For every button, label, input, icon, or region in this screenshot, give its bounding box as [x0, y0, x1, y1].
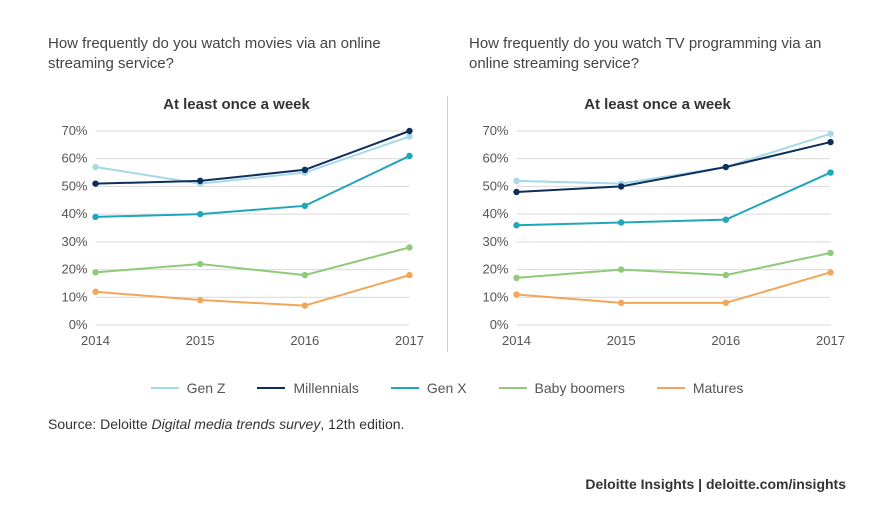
series-marker-millennial — [513, 189, 519, 195]
legend-item-genz: Gen Z — [151, 380, 226, 396]
series-marker-genx — [302, 203, 308, 209]
series-marker-millennial — [302, 167, 308, 173]
series-marker-millennial — [92, 180, 98, 186]
svg-text:70%: 70% — [482, 123, 508, 138]
svg-text:2016: 2016 — [711, 333, 740, 348]
svg-text:50%: 50% — [61, 178, 87, 193]
series-line-genx — [517, 173, 831, 226]
series-marker-millennial — [406, 128, 412, 134]
series-marker-millennial — [197, 178, 203, 184]
series-marker-genz — [513, 178, 519, 184]
plot-movies: 0% 10% 20% 30% 40% 50% 60% 70% 2014 2015 2016 2017 — [48, 123, 425, 353]
subtitle-tv: At least once a week — [469, 96, 846, 113]
series-marker-matures — [92, 289, 98, 295]
legend-item-millennial: Millennials — [257, 380, 358, 396]
series-line-boomers — [96, 247, 410, 275]
legend-swatch-boomers — [499, 387, 527, 389]
plot-tv: 0% 10% 20% 30% 40% 50% 60% 70% 2014 2015 2016 2017 — [469, 123, 846, 353]
series-marker-genx — [723, 216, 729, 222]
attribution: Deloitte Insights | deloitte.com/insight… — [585, 476, 846, 492]
legend-label-millennial: Millennials — [293, 380, 358, 396]
legend-label-genx: Gen X — [427, 380, 467, 396]
series-marker-millennial — [723, 164, 729, 170]
series-line-boomers — [517, 253, 831, 278]
svg-text:2017: 2017 — [816, 333, 845, 348]
series-marker-matures — [406, 272, 412, 278]
question-movies: How frequently do you watch movies via a… — [48, 34, 425, 78]
legend-swatch-genx — [391, 387, 419, 389]
legend-item-genx: Gen X — [391, 380, 467, 396]
series-marker-genz — [92, 164, 98, 170]
series-marker-genx — [406, 153, 412, 159]
series-marker-matures — [827, 269, 833, 275]
series-marker-boomers — [92, 269, 98, 275]
series-marker-matures — [197, 297, 203, 303]
charts-row: How frequently do you watch movies via a… — [48, 34, 846, 358]
legend: Gen Z Millennials Gen X Baby boomers Matures — [48, 380, 846, 396]
svg-text:2015: 2015 — [186, 333, 215, 348]
series-marker-boomers — [197, 261, 203, 267]
series-marker-millennial — [618, 183, 624, 189]
series-marker-matures — [513, 291, 519, 297]
legend-swatch-matures — [657, 387, 685, 389]
legend-swatch-millennial — [257, 387, 285, 389]
subtitle-movies: At least once a week — [48, 96, 425, 113]
series-marker-genx — [618, 219, 624, 225]
series-line-millennial — [96, 131, 410, 184]
svg-text:2014: 2014 — [81, 333, 110, 348]
series-line-matures — [96, 275, 410, 305]
svg-text:30%: 30% — [61, 234, 87, 249]
series-marker-matures — [618, 300, 624, 306]
series-marker-boomers — [513, 275, 519, 281]
svg-text:60%: 60% — [482, 151, 508, 166]
legend-item-matures: Matures — [657, 380, 744, 396]
series-marker-genx — [92, 214, 98, 220]
chart-panel-movies: How frequently do you watch movies via a… — [48, 34, 443, 358]
series-marker-matures — [723, 300, 729, 306]
svg-text:2016: 2016 — [290, 333, 319, 348]
svg-text:2015: 2015 — [607, 333, 636, 348]
svg-text:10%: 10% — [61, 289, 87, 304]
series-marker-boomers — [302, 272, 308, 278]
svg-text:2014: 2014 — [502, 333, 531, 348]
svg-text:30%: 30% — [482, 234, 508, 249]
svg-text:60%: 60% — [61, 151, 87, 166]
series-marker-boomers — [618, 266, 624, 272]
series-marker-genx — [197, 211, 203, 217]
series-marker-boomers — [406, 244, 412, 250]
legend-label-matures: Matures — [693, 380, 744, 396]
legend-label-boomers: Baby boomers — [535, 380, 625, 396]
question-tv: How frequently do you watch TV programmi… — [469, 34, 846, 78]
figure-container: How frequently do you watch movies via a… — [0, 0, 894, 510]
series-line-genz — [96, 137, 410, 184]
chart-panel-tv: How frequently do you watch TV programmi… — [443, 34, 846, 358]
svg-text:20%: 20% — [61, 262, 87, 277]
svg-text:10%: 10% — [482, 289, 508, 304]
svg-text:2017: 2017 — [395, 333, 424, 348]
source-prefix: Source: Deloitte — [48, 416, 152, 432]
legend-item-boomers: Baby boomers — [499, 380, 625, 396]
source-suffix: , 12th edition. — [320, 416, 404, 432]
source-italic: Digital media trends survey — [152, 416, 321, 432]
svg-text:70%: 70% — [61, 123, 87, 138]
svg-text:40%: 40% — [61, 206, 87, 221]
svg-text:40%: 40% — [482, 206, 508, 221]
series-marker-boomers — [827, 250, 833, 256]
legend-swatch-genz — [151, 387, 179, 389]
series-marker-boomers — [723, 272, 729, 278]
series-marker-genx — [513, 222, 519, 228]
series-marker-genz — [406, 133, 412, 139]
series-marker-genz — [827, 131, 833, 137]
svg-text:0%: 0% — [490, 317, 509, 332]
svg-text:0%: 0% — [69, 317, 88, 332]
series-line-matures — [517, 272, 831, 302]
svg-text:20%: 20% — [482, 262, 508, 277]
source-line: Source: Deloitte Digital media trends su… — [48, 416, 846, 432]
svg-text:50%: 50% — [482, 178, 508, 193]
series-marker-genx — [827, 169, 833, 175]
series-marker-millennial — [827, 139, 833, 145]
series-marker-matures — [302, 302, 308, 308]
legend-label-genz: Gen Z — [187, 380, 226, 396]
